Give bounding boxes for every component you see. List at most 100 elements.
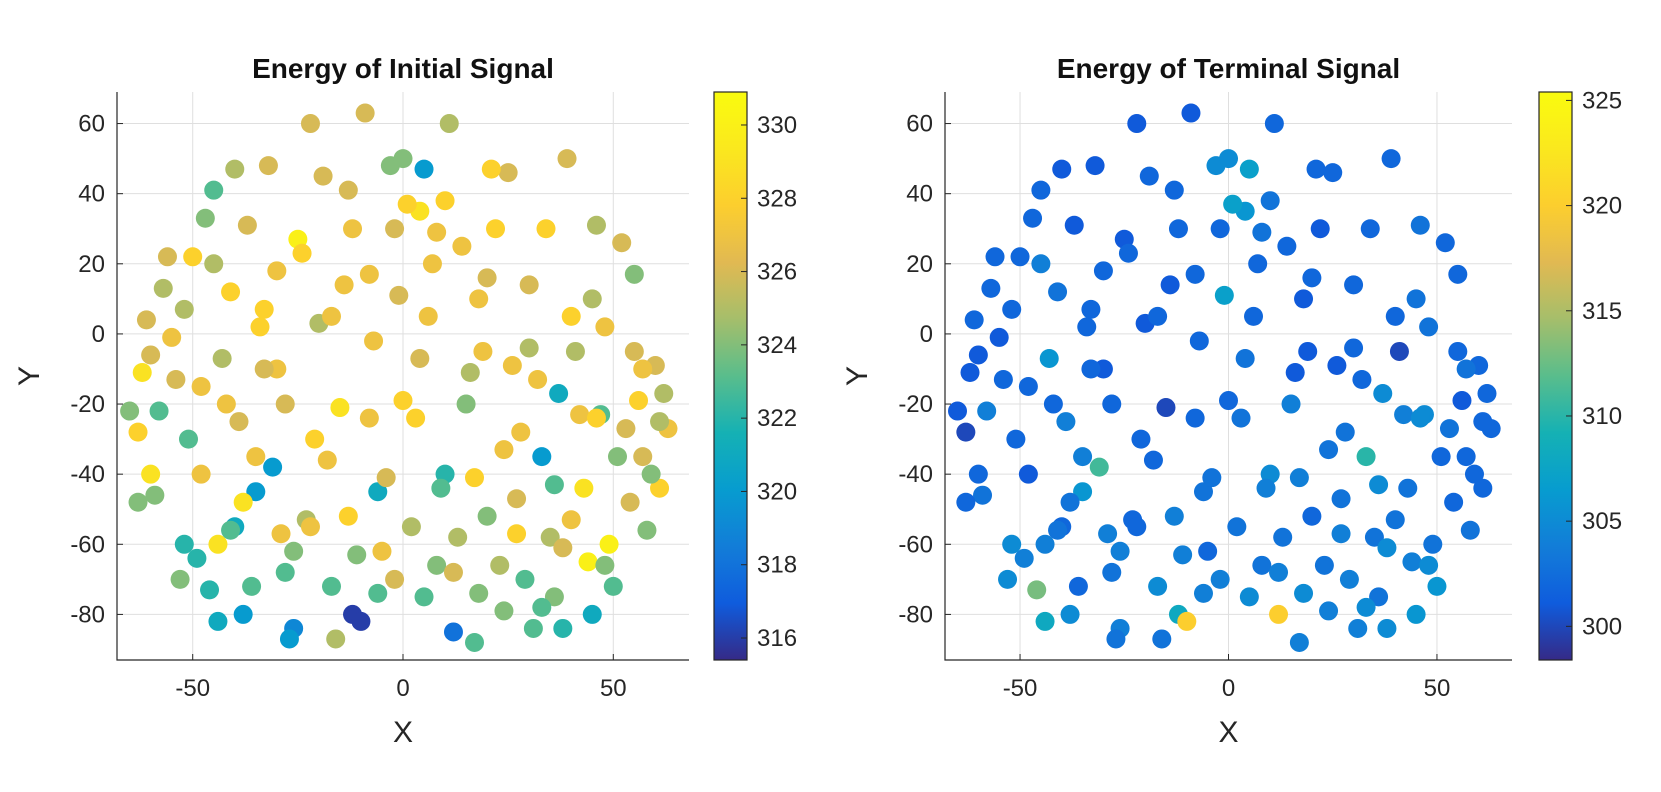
data-point — [561, 306, 581, 326]
y-tick-label: -60 — [898, 531, 933, 558]
data-point — [322, 306, 341, 326]
data-point — [1027, 580, 1047, 600]
data-point — [1127, 517, 1147, 537]
data-point — [1302, 268, 1322, 288]
data-point — [1077, 317, 1097, 337]
data-point — [1381, 149, 1401, 169]
data-point — [1106, 629, 1126, 649]
data-point — [1093, 261, 1113, 281]
data-point — [372, 541, 392, 561]
data-point — [1060, 604, 1080, 624]
data-point — [1373, 384, 1393, 404]
data-point — [948, 401, 968, 421]
data-point — [519, 275, 539, 295]
data-point — [225, 159, 245, 179]
data-point — [1281, 394, 1301, 414]
data-point — [179, 429, 198, 449]
data-point — [1339, 569, 1359, 589]
x-tick-label: 50 — [600, 675, 627, 702]
data-point — [1352, 370, 1372, 390]
data-point — [1223, 194, 1243, 214]
x-tick-label: 0 — [396, 675, 409, 702]
data-point — [486, 219, 506, 239]
data-point — [1110, 541, 1130, 561]
data-point — [334, 275, 354, 295]
data-point — [544, 475, 564, 495]
data-point — [1473, 412, 1493, 432]
data-point — [586, 215, 606, 235]
data-point — [1018, 464, 1038, 484]
data-point — [1260, 191, 1280, 211]
data-point — [1014, 548, 1034, 568]
data-point — [1219, 149, 1238, 169]
data-point — [633, 447, 653, 467]
data-point — [1210, 569, 1230, 589]
x-tick-label: 0 — [1222, 675, 1235, 702]
data-point — [1419, 555, 1439, 575]
data-point — [300, 114, 320, 134]
data-point — [1089, 457, 1109, 477]
x-tick-label: 50 — [1424, 675, 1451, 702]
data-point — [132, 362, 152, 382]
data-point — [494, 440, 514, 460]
data-point — [1460, 520, 1480, 540]
data-point — [338, 506, 358, 526]
data-point — [258, 156, 278, 176]
data-point — [1423, 534, 1443, 554]
data-point — [246, 447, 266, 467]
data-point — [507, 524, 527, 544]
data-point — [603, 576, 623, 596]
data-point — [1448, 264, 1468, 284]
data-point — [1435, 233, 1455, 253]
colorbar — [1538, 91, 1573, 661]
y-tick-label: -80 — [70, 601, 105, 628]
data-point — [549, 384, 569, 404]
data-point — [528, 370, 548, 390]
data-point — [410, 348, 430, 368]
data-point — [242, 576, 262, 596]
data-point — [1360, 219, 1380, 239]
data-point — [1256, 478, 1276, 498]
colorbar-tick-label: 325 — [1582, 87, 1622, 114]
data-point — [393, 149, 413, 169]
data-point — [1031, 254, 1051, 274]
data-point — [1269, 562, 1289, 582]
data-point — [1348, 618, 1368, 638]
data-point — [494, 601, 514, 621]
data-point — [414, 587, 434, 607]
colorbar-tick-label: 318 — [757, 552, 797, 579]
data-point — [1264, 114, 1284, 134]
data-point — [221, 282, 241, 302]
data-point — [956, 422, 976, 442]
y-tick-label: -20 — [70, 391, 105, 418]
data-point — [1327, 355, 1347, 375]
data-point — [599, 534, 619, 554]
data-point — [1289, 468, 1309, 488]
data-point — [233, 492, 253, 512]
data-point — [532, 597, 552, 617]
data-point — [1156, 398, 1176, 418]
y-tick-label: -40 — [898, 461, 933, 488]
data-point — [1035, 534, 1055, 554]
colorbar-tick-label: 326 — [757, 259, 797, 286]
data-point — [964, 310, 984, 330]
data-point — [267, 261, 287, 281]
data-point — [1035, 611, 1055, 631]
data-point — [1248, 254, 1268, 274]
data-point — [1473, 478, 1493, 498]
axis-lines — [116, 92, 689, 661]
data-point — [1068, 576, 1088, 596]
x-tick-label: -50 — [1003, 675, 1038, 702]
data-point — [1310, 219, 1330, 239]
data-point — [507, 489, 527, 509]
data-point — [1006, 429, 1026, 449]
data-point — [1143, 450, 1163, 470]
data-point — [1010, 247, 1030, 267]
data-point — [1289, 632, 1309, 652]
data-point — [1406, 604, 1426, 624]
data-point — [1452, 391, 1472, 411]
data-point — [1127, 114, 1147, 134]
data-point — [322, 576, 341, 596]
data-point — [279, 629, 299, 649]
